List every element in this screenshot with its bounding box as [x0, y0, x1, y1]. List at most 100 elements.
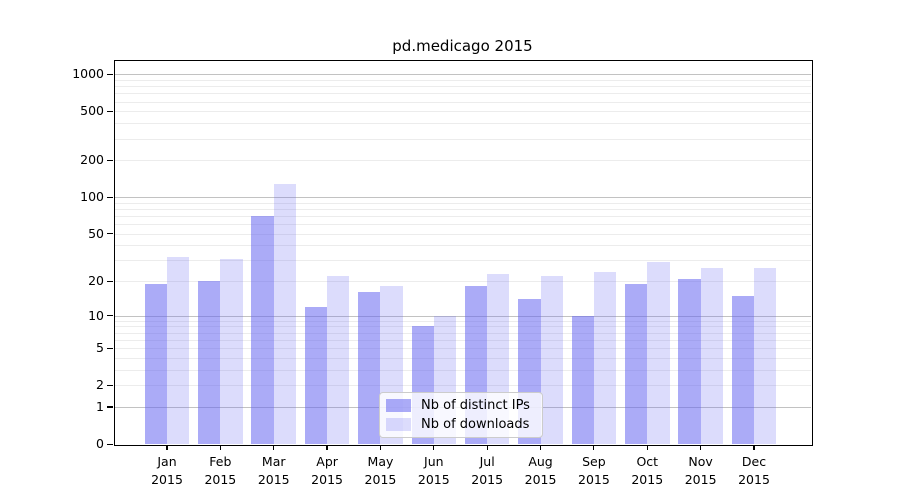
- x-tick-label: Feb 2015: [188, 453, 252, 489]
- x-tick-label: Jul 2015: [455, 453, 519, 489]
- bar-downloads: [220, 258, 243, 444]
- y-tick-label: 0: [96, 436, 104, 451]
- y-tick-label: 100: [80, 189, 104, 205]
- y-gridline-minor: [114, 101, 811, 103]
- y-tick-mark: [107, 73, 113, 76]
- x-tick-label: Dec 2015: [722, 453, 786, 489]
- x-tick-year: 2015: [738, 472, 770, 487]
- y-tick-label: 1000: [72, 66, 104, 82]
- x-tick-month: Nov: [688, 454, 713, 469]
- y-tick-mark: [107, 406, 113, 408]
- y-gridline-minor: [114, 111, 811, 113]
- y-gridline-minor: [114, 79, 811, 81]
- x-tick-month: Jan: [157, 454, 177, 469]
- y-gridline-major: [114, 197, 811, 199]
- bar-downloads: [754, 267, 777, 444]
- bar-downloads: [700, 267, 723, 444]
- x-tick-mark: [646, 445, 648, 450]
- y-tick-mark: [107, 315, 113, 317]
- y-gridline-minor: [114, 348, 811, 350]
- y-gridline-minor: [114, 332, 811, 334]
- y-gridline-minor: [114, 160, 811, 162]
- y-gridline-minor: [114, 385, 811, 387]
- x-tick-year: 2015: [684, 472, 717, 487]
- x-tick-month: Aug: [528, 454, 553, 469]
- x-tick-year: 2015: [364, 472, 397, 487]
- plot-frame: [114, 60, 813, 446]
- x-tick-label: Jun 2015: [402, 453, 466, 489]
- x-tick-mark: [593, 445, 595, 450]
- y-tick-label: 2: [96, 377, 104, 393]
- y-tick-mark: [107, 347, 113, 349]
- y-gridline-minor: [114, 138, 811, 140]
- y-tick-mark: [107, 384, 113, 386]
- x-tick-month: Sep: [582, 454, 606, 469]
- bar-distinct-ips: [678, 278, 701, 444]
- y-gridline-minor: [114, 320, 811, 322]
- y-gridline-minor: [114, 260, 811, 262]
- x-tick-month: Apr: [316, 454, 338, 469]
- bar-downloads: [540, 276, 563, 444]
- y-gridline-minor: [114, 93, 811, 95]
- y-gridline-minor: [114, 326, 811, 328]
- y-tick-mark: [107, 196, 113, 198]
- x-tick-month: Jul: [479, 454, 495, 469]
- y-tick-label: 50: [88, 225, 104, 241]
- x-tick-year: 2015: [257, 472, 290, 487]
- y-tick-label: 1: [96, 398, 104, 414]
- y-gridline-minor: [114, 233, 811, 235]
- y-gridline-minor: [114, 215, 811, 217]
- x-tick-label: Mar 2015: [242, 453, 306, 489]
- x-tick-mark: [166, 445, 168, 450]
- x-tick-year: 2015: [578, 472, 610, 487]
- bar-distinct-ips: [251, 215, 274, 444]
- bar-distinct-ips: [304, 306, 328, 444]
- legend-swatch-distinct-ips: [386, 399, 411, 413]
- bar-distinct-ips: [144, 283, 167, 444]
- x-tick-month: Mar: [261, 454, 286, 469]
- x-tick-mark: [379, 445, 382, 450]
- y-tick-label: 20: [88, 273, 104, 289]
- bar-downloads: [273, 183, 297, 444]
- y-gridline-minor: [114, 281, 811, 283]
- x-tick-year: 2015: [524, 472, 557, 487]
- bar-distinct-ips: [731, 295, 754, 444]
- legend: Nb of distinct IPs Nb of downloads: [379, 392, 543, 438]
- y-gridline-minor: [114, 339, 811, 341]
- bar-downloads: [593, 271, 617, 444]
- bar-distinct-ips: [358, 292, 381, 444]
- x-tick-mark: [753, 445, 755, 450]
- x-tick-label: Sep 2015: [562, 453, 626, 489]
- bar-downloads: [327, 276, 350, 444]
- bar-downloads: [647, 262, 670, 444]
- x-tick-mark: [700, 445, 702, 450]
- x-tick-mark: [326, 445, 328, 450]
- bar-distinct-ips: [198, 281, 221, 444]
- x-tick-year: 2015: [204, 472, 237, 487]
- y-gridline-major: [114, 315, 811, 317]
- legend-entry-distinct-ips: Nb of distinct IPs: [386, 398, 536, 413]
- y-gridline-minor: [114, 357, 811, 359]
- x-tick-label: Oct 2015: [615, 453, 679, 489]
- x-tick-month: Oct: [636, 454, 659, 469]
- x-tick-month: Jun: [424, 454, 444, 469]
- x-tick-month: Dec: [741, 454, 767, 469]
- x-tick-year: 2015: [471, 472, 504, 487]
- x-tick-label: May 2015: [348, 453, 412, 489]
- chart-title: pd.medicago 2015: [392, 37, 533, 55]
- x-tick-label: Nov 2015: [669, 453, 733, 489]
- y-gridline-minor: [114, 202, 811, 204]
- legend-label-distinct-ips: Nb of distinct IPs: [421, 398, 530, 414]
- y-gridline-minor: [114, 224, 811, 226]
- x-tick-mark: [539, 445, 542, 450]
- x-tick-year: 2015: [151, 472, 183, 487]
- bar-distinct-ips: [571, 315, 594, 444]
- y-gridline-minor: [114, 208, 811, 210]
- y-tick-label: 200: [80, 152, 104, 168]
- x-tick-label: Jan 2015: [135, 453, 199, 489]
- y-gridline-minor: [114, 86, 811, 88]
- x-tick-year: 2015: [417, 472, 450, 487]
- legend-entry-downloads: Nb of downloads: [386, 417, 536, 432]
- y-tick-mark: [107, 233, 113, 235]
- x-tick-month: May: [367, 454, 394, 469]
